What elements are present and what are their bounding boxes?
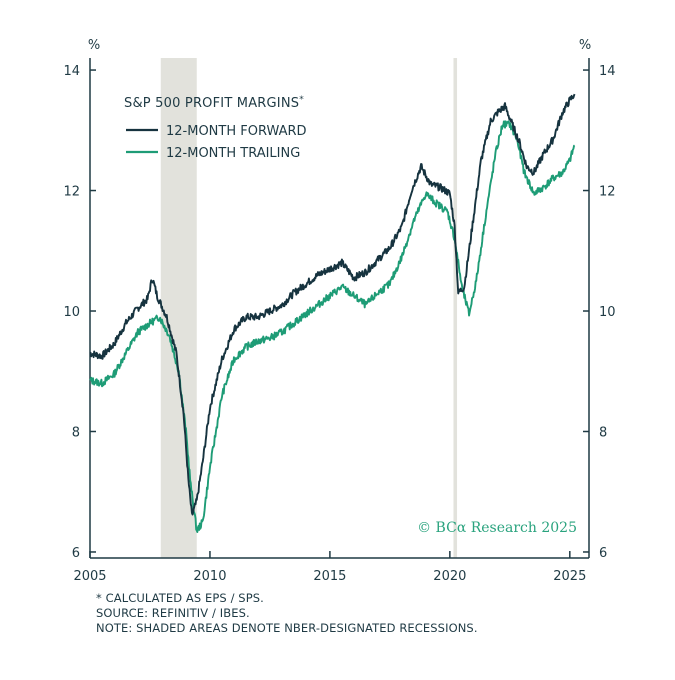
x-tick-label-2015: 2015 xyxy=(313,569,346,584)
recession-shading-layer xyxy=(160,58,458,558)
y-tick-label-right-6: 6 xyxy=(599,546,607,561)
series-layer xyxy=(89,93,576,533)
y-unit-left: % xyxy=(88,38,100,53)
recession-band-2 xyxy=(453,58,458,558)
chart-title-text: S&P 500 PROFIT MARGINS xyxy=(124,96,299,111)
y-tick-label-left-8: 8 xyxy=(72,425,80,440)
title-footnote-marker: * xyxy=(299,95,304,105)
series-line-forward xyxy=(89,93,576,516)
series-line-trailing xyxy=(89,120,576,533)
y-tick-label-right-10: 10 xyxy=(599,305,616,320)
chart-title: S&P 500 PROFIT MARGINS* xyxy=(124,95,304,111)
y-tick-label-right-14: 14 xyxy=(599,64,616,79)
tick-layer: 6 6 8 8 10 10 12 12 14 14 2005 2010 2015 2020 2025 xyxy=(63,64,615,584)
x-tick-label-2020: 2020 xyxy=(433,569,466,584)
legend-label-trailing: 12-MONTH TRAILING xyxy=(166,146,300,161)
y-tick-label-left-6: 6 xyxy=(72,546,80,561)
y-tick-label-left-14: 14 xyxy=(63,64,80,79)
y-tick-label-right-8: 8 xyxy=(599,425,607,440)
legend-label-forward: 12-MONTH FORWARD xyxy=(166,124,307,139)
y-tick-label-left-10: 10 xyxy=(63,305,80,320)
footnote-recession-note: NOTE: SHADED AREAS DENOTE NBER-DESIGNATE… xyxy=(96,621,478,635)
bca-watermark: © BCα Research 2025 xyxy=(417,520,577,536)
footnote-source: SOURCE: REFINITIV / IBES. xyxy=(96,606,250,620)
x-tick-label-2010: 2010 xyxy=(193,569,226,584)
footnotes: * CALCULATED AS EPS / SPS. SOURCE: REFIN… xyxy=(96,591,478,636)
x-tick-label-2025: 2025 xyxy=(553,569,586,584)
footnote-calculation: * CALCULATED AS EPS / SPS. xyxy=(96,591,264,605)
y-unit-right: % xyxy=(579,38,591,53)
y-tick-label-left-12: 12 xyxy=(63,185,80,200)
profit-margins-chart: 6 6 8 8 10 10 12 12 14 14 2005 2010 2015 2020 2025 % %… xyxy=(63,38,615,584)
x-tick-label-2005: 2005 xyxy=(73,569,106,584)
y-tick-label-right-12: 12 xyxy=(599,185,616,200)
